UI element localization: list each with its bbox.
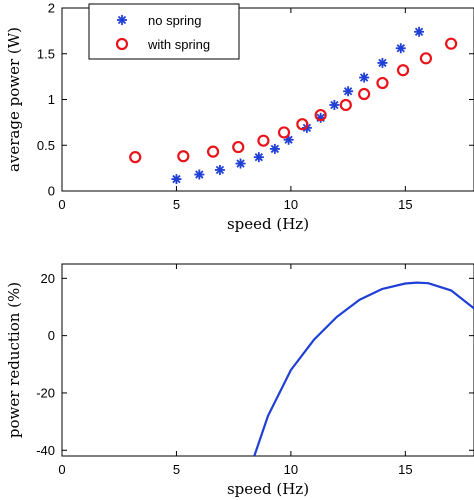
y-axis-label: average power (W) [5,27,23,172]
x-axis-label: speed (Hz) [227,215,309,233]
y-tick-label: 1 [48,92,55,107]
data-point-no-spring [117,15,127,25]
data-point-no-spring [171,174,182,185]
x-axis-label: speed (Hz) [227,480,309,498]
data-point-with-spring [445,37,458,50]
y-tick-label: 0 [48,184,55,199]
asterisk-stroke [270,144,280,154]
x-tick-label: 10 [284,197,298,212]
asterisk-stroke [378,58,387,68]
data-point-with-spring [277,126,291,139]
data-point-no-spring [377,57,388,68]
asterisk-stroke [330,100,339,110]
asterisk-stroke [117,15,127,25]
x-tick-label: 0 [58,197,65,212]
asterisk-stroke [414,27,424,36]
y-tick-label: 1.5 [37,46,55,61]
y-tick-label: 0 [48,328,55,343]
data-point-no-spring [359,72,370,83]
y-tick-label: -40 [36,443,55,458]
data-point-with-spring [296,118,309,131]
legend-marker-with-spring [115,37,129,51]
y-tick-label: 0.5 [37,138,55,153]
y-axis-label: power reduction (%) [5,282,23,438]
asterisk-stroke [343,87,353,96]
top-chart-panel: 0 5 10 15 0 0.5 1 1.5 2 speed (Hz) average power (… [5,1,474,233]
y-tick-label: -20 [36,385,55,400]
asterisk-stroke [236,159,245,168]
asterisk-stroke [215,165,225,175]
x-tick-label: 10 [284,462,298,477]
data-point-with-spring [314,108,327,122]
power-reduction-line [253,281,474,456]
asterisk-stroke [172,174,181,184]
asterisk-stroke [284,135,293,144]
data-point-no-spring [269,143,280,154]
x-tick-label: 5 [173,197,180,212]
data-point-no-spring [395,43,406,54]
data-point-with-spring [232,140,245,154]
data-point-no-spring [253,152,264,163]
asterisk-stroke [195,170,204,179]
x-tick-label: 0 [58,462,65,477]
data-point-no-spring [194,169,205,180]
x-tick-label: 15 [398,197,412,212]
data-point-with-spring [419,52,433,65]
asterisk-stroke [359,73,369,82]
y-tick-label: 20 [41,271,55,286]
data-layer [129,26,458,185]
data-point-with-spring [396,64,410,77]
data-point-with-spring [257,134,270,147]
legend-label: with spring [147,37,210,52]
asterisk-stroke [396,44,405,53]
bottom-chart-panel: 0 5 10 15 20 0 -20 -40 speed (Hz) power reduction… [5,263,474,498]
x-tick-label: 15 [398,462,412,477]
data-point-with-spring [177,150,190,163]
legend-label: no spring [148,13,201,28]
data-point-no-spring [329,99,340,110]
data-point-with-spring [339,98,352,112]
data-point-no-spring [414,26,425,37]
data-point-no-spring [214,164,225,175]
legend: no spring with spring [88,3,240,60]
data-point-no-spring [235,158,246,169]
plot-frame [61,263,474,457]
y-tick-label: 2 [48,1,55,16]
asterisk-stroke [254,152,264,162]
legend-box [88,3,240,60]
data-layer [253,281,474,456]
data-point-no-spring [343,86,354,97]
x-tick-label: 5 [173,462,180,477]
data-point-with-spring [206,145,220,158]
data-point-with-spring [376,76,389,90]
data-point-with-spring [358,87,371,101]
data-point-with-spring [129,151,142,164]
